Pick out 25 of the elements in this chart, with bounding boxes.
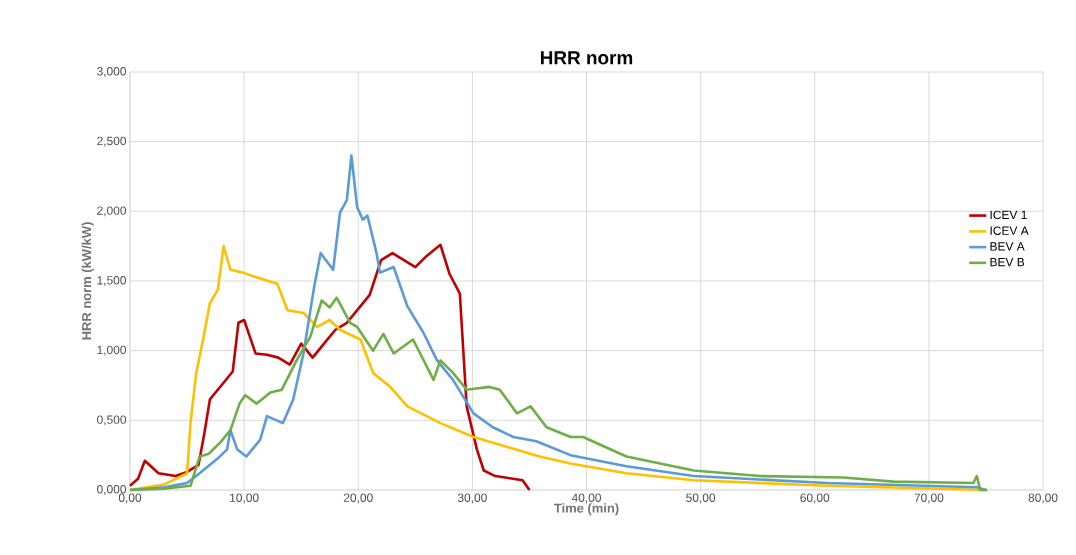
chart-title: HRR norm: [540, 51, 633, 65]
y-axis-title: HRR norm (kW/kW): [81, 222, 94, 340]
legend-label: BEV A: [990, 242, 1025, 251]
x-tick-label: 40,00: [571, 493, 601, 504]
y-tick-label: 3,000: [97, 67, 127, 77]
y-tick-label: 0,000: [97, 485, 127, 495]
y-tick-label: 1,000: [97, 345, 127, 356]
line-series: [128, 243, 531, 492]
legend-label: BEV B: [990, 258, 1025, 267]
x-tick-label: 70,00: [914, 493, 944, 504]
y-tick-label: 1,500: [97, 276, 127, 286]
x-axis-title: Time (min): [554, 503, 619, 516]
x-tick-label: 10,00: [230, 493, 259, 504]
x-tick-label: 20,00: [343, 493, 373, 504]
line-series: [128, 296, 989, 492]
x-tick-label: 30,00: [457, 493, 487, 504]
y-tick-label: 0,500: [97, 415, 127, 426]
y-tick-label: 2,500: [97, 136, 127, 147]
x-tick-label: 50,00: [686, 493, 716, 504]
x-tick-label: 0,00: [118, 493, 142, 504]
x-tick-label: 60,00: [800, 493, 830, 504]
legend-label: ICEV A: [990, 226, 1029, 235]
legend-label: ICEV 1: [990, 210, 1027, 220]
y-tick-label: 2,000: [97, 206, 127, 217]
x-tick-label: 80,00: [1028, 493, 1058, 504]
